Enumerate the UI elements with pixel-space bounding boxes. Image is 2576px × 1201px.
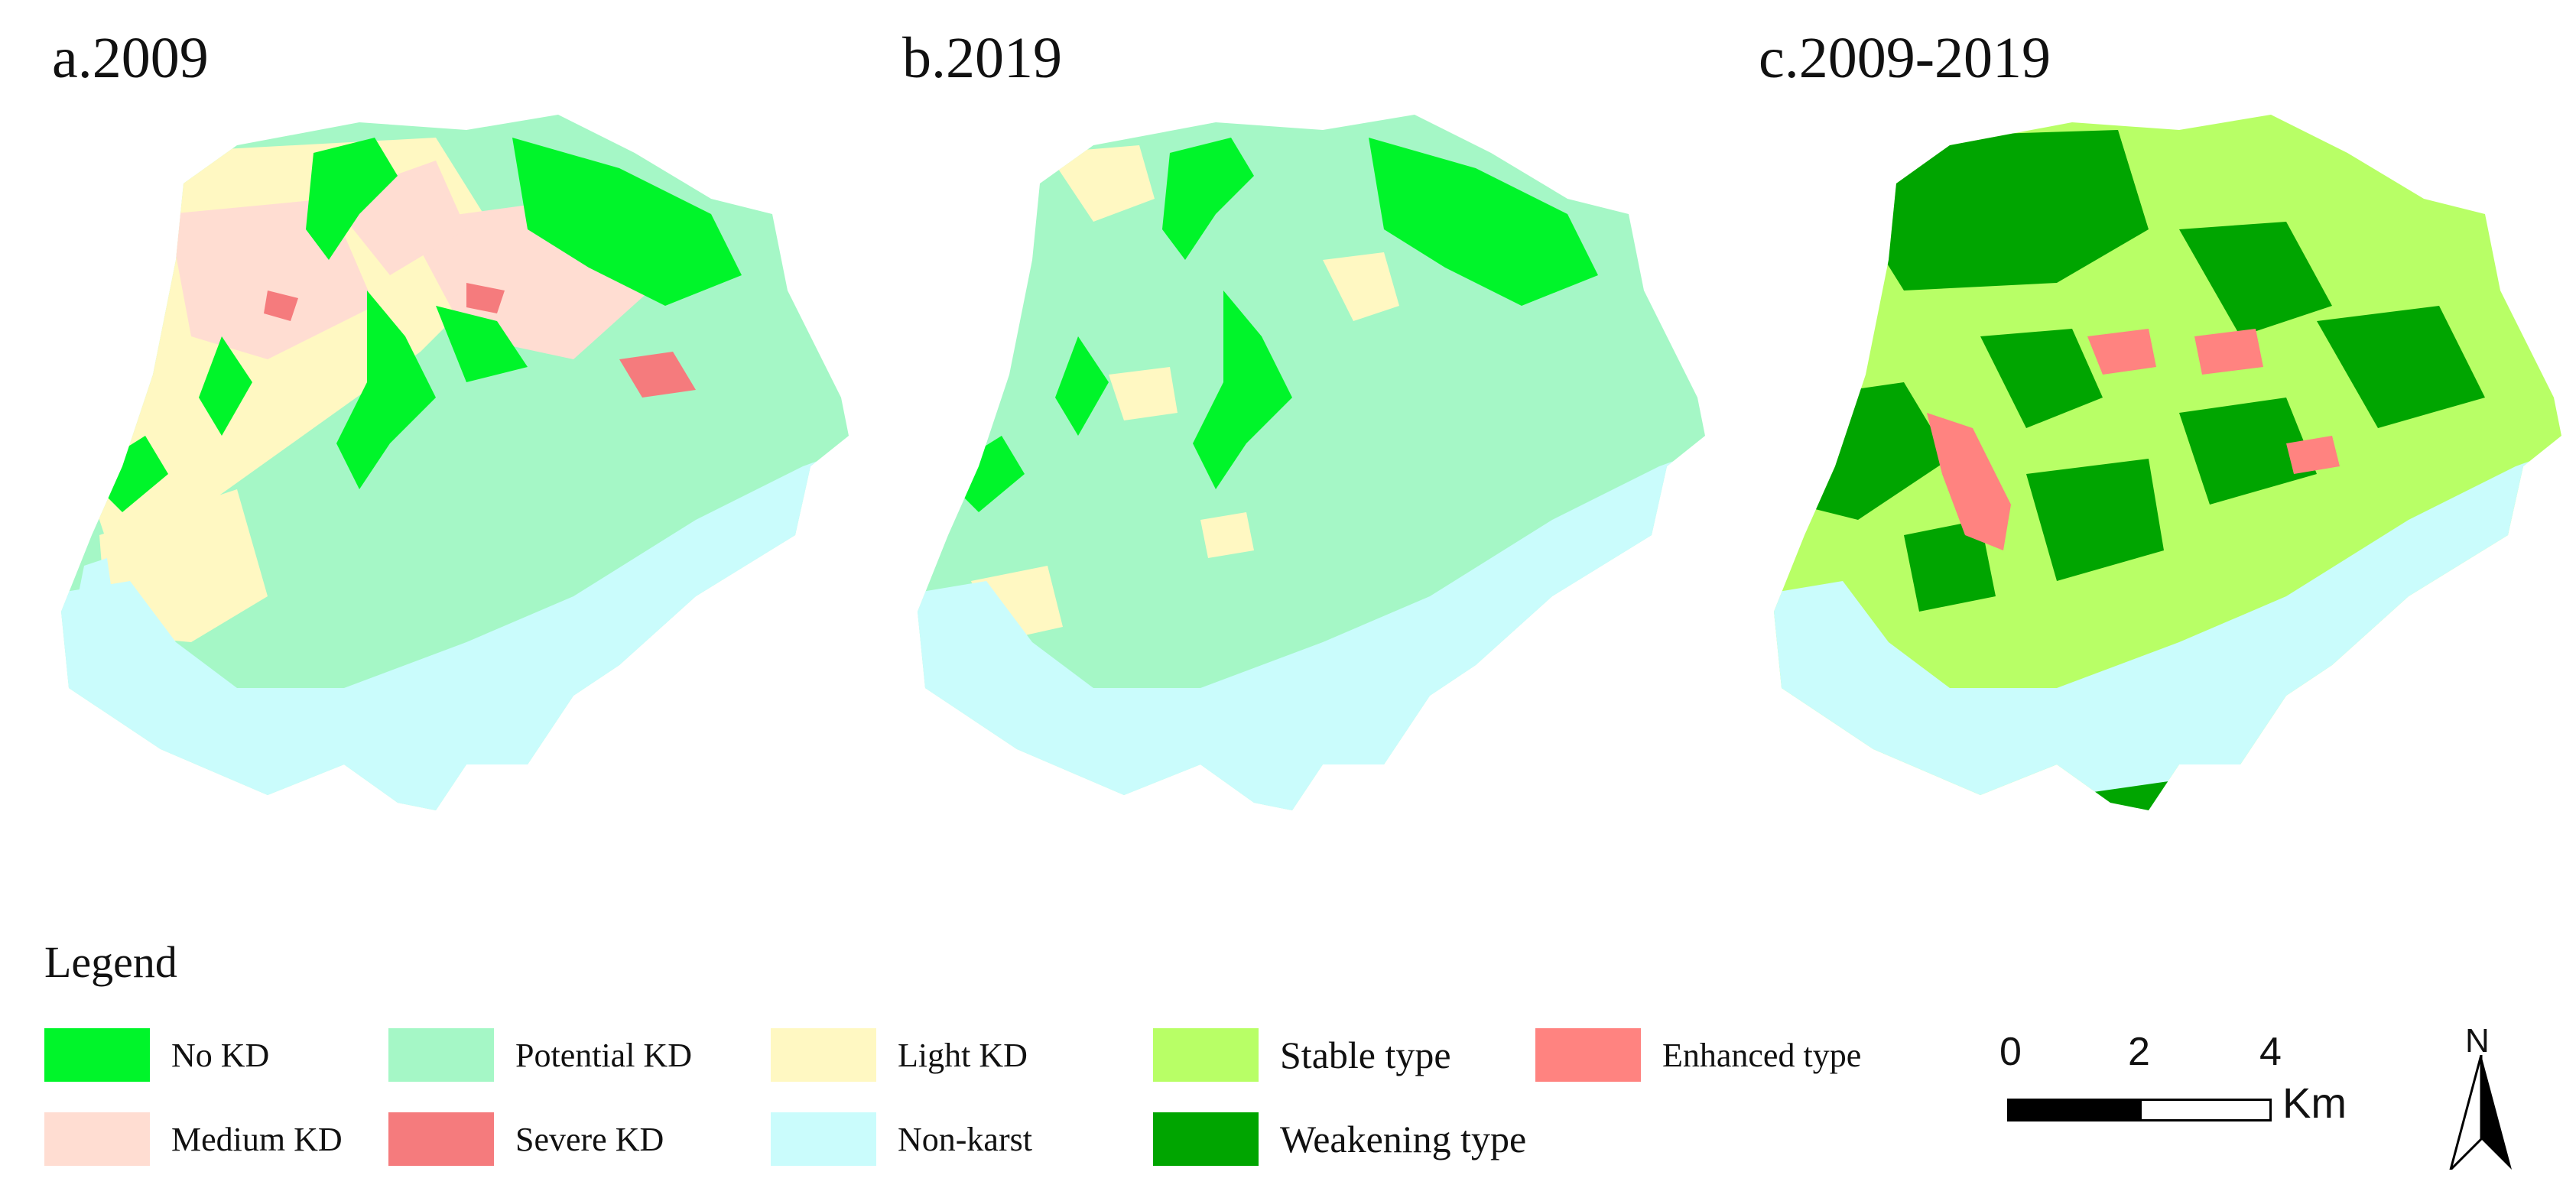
scale-unit: Km: [2282, 1079, 2347, 1127]
legend-title: Legend: [44, 937, 177, 987]
legend-item-medium-kd: Medium KD: [44, 1112, 343, 1166]
legend-label: No KD: [171, 1036, 270, 1074]
legend-item-non-karst: Non-karst: [771, 1112, 1032, 1166]
scale-tick-0: 0: [1999, 1030, 2022, 1074]
legend-swatch: [1153, 1028, 1259, 1082]
north-arrow-icon: [2449, 1055, 2512, 1170]
scale-bar-segment-white: [2139, 1099, 2272, 1121]
legend-label: Weakening type: [1280, 1118, 1527, 1160]
north-label: N: [2465, 1022, 2490, 1060]
legend-swatch: [44, 1112, 150, 1166]
legend-swatch: [388, 1112, 494, 1166]
legend-item-enhanced-type: Enhanced type: [1535, 1028, 1861, 1082]
legend-item-weakening-type: Weakening type: [1153, 1112, 1526, 1166]
legend-label: Medium KD: [171, 1120, 343, 1158]
legend-label: Stable type: [1280, 1034, 1451, 1076]
legend-label: Enhanced type: [1662, 1036, 1862, 1074]
legend-label: Potential KD: [515, 1036, 692, 1074]
legend-item-severe-kd: Severe KD: [388, 1112, 664, 1166]
legend-item-light-kd: Light KD: [771, 1028, 1028, 1082]
scale-tick-2: 2: [2128, 1030, 2150, 1074]
legend-label: Non-karst: [898, 1120, 1032, 1158]
scale-tick-4: 4: [2259, 1030, 2282, 1074]
legend-item-potential-kd: Potential KD: [388, 1028, 692, 1082]
scale-bar: 0 2 4 Km: [1999, 1030, 2347, 1127]
panel-title-b: b.2019: [902, 26, 1062, 90]
legend-swatch: [1535, 1028, 1641, 1082]
legend-label: Severe KD: [515, 1120, 664, 1158]
map-2009-2019: [1751, 107, 2576, 887]
legend-swatch: [771, 1028, 876, 1082]
legend-swatch: [388, 1028, 494, 1082]
legend-item-no-kd: No KD: [44, 1028, 269, 1082]
map-2009: [38, 107, 887, 887]
north-arrow: N: [2447, 1024, 2516, 1170]
map-2019: [895, 107, 1743, 887]
legend-swatch: [771, 1112, 876, 1166]
legend-swatch: [44, 1028, 150, 1082]
scale-bar-segment-black: [2007, 1099, 2139, 1121]
legend-item-stable-type: Stable type: [1153, 1028, 1451, 1082]
panel-title-a: a.2009: [52, 26, 209, 90]
legend-label: Light KD: [898, 1036, 1028, 1074]
panel-title-c: c.2009-2019: [1759, 26, 2051, 90]
legend-swatch: [1153, 1112, 1259, 1166]
